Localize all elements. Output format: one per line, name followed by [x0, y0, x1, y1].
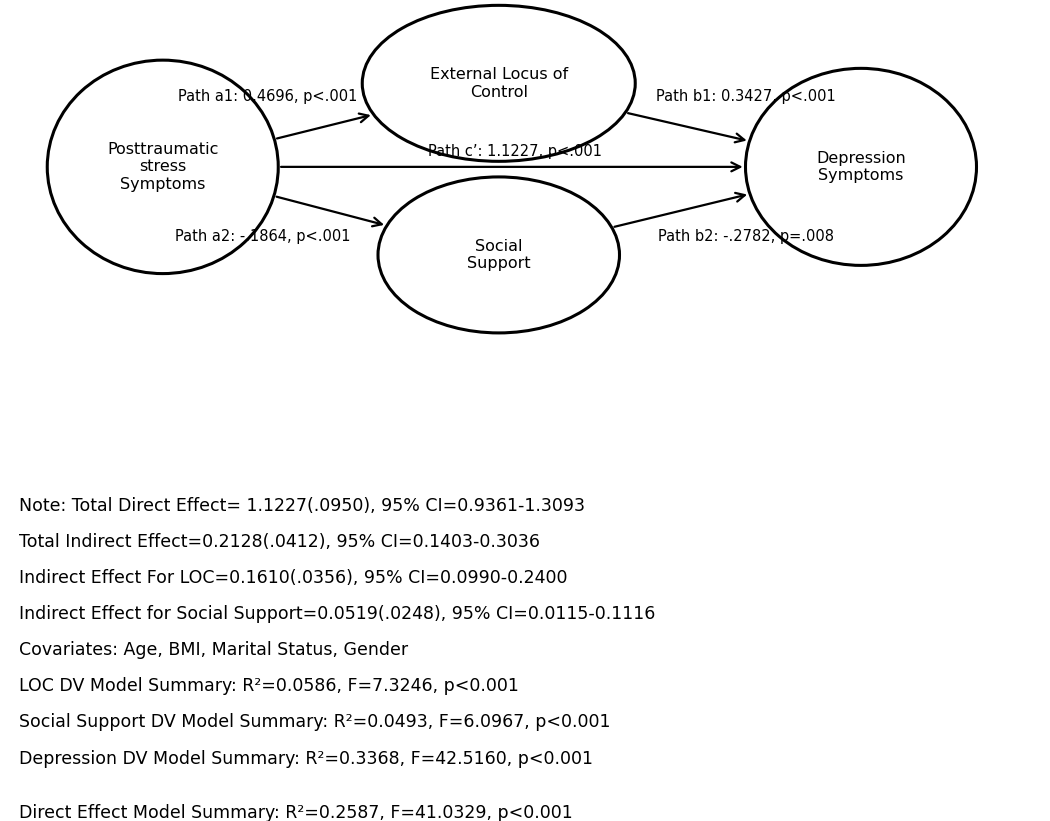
- Text: Path a1: 0.4696, p<.001: Path a1: 0.4696, p<.001: [178, 89, 357, 104]
- Text: Depression DV Model Summary: R²=0.3368, F=42.5160, p<0.001: Depression DV Model Summary: R²=0.3368, …: [19, 750, 593, 768]
- Text: External Locus of
Control: External Locus of Control: [429, 67, 568, 99]
- Text: Posttraumatic
stress
Symptoms: Posttraumatic stress Symptoms: [107, 142, 218, 192]
- Text: Total Indirect Effect=0.2128(.0412), 95% CI=0.1403-0.3036: Total Indirect Effect=0.2128(.0412), 95%…: [19, 533, 540, 551]
- Text: Path c’: 1.1227, p<.001: Path c’: 1.1227, p<.001: [427, 144, 602, 158]
- Text: Direct Effect Model Summary: R²=0.2587, F=41.0329, p<0.001: Direct Effect Model Summary: R²=0.2587, …: [19, 804, 572, 821]
- Text: Path b2: -.2782, p=.008: Path b2: -.2782, p=.008: [657, 229, 834, 245]
- Text: Path b1: 0.3427, p<.001: Path b1: 0.3427, p<.001: [655, 89, 836, 104]
- Text: Depression
Symptoms: Depression Symptoms: [816, 151, 906, 183]
- Text: Note: Total Direct Effect= 1.1227(.0950), 95% CI=0.9361-1.3093: Note: Total Direct Effect= 1.1227(.0950)…: [19, 497, 585, 515]
- Text: LOC DV Model Summary: R²=0.0586, F=7.3246, p<0.001: LOC DV Model Summary: R²=0.0586, F=7.324…: [19, 677, 519, 695]
- Text: Social Support DV Model Summary: R²=0.0493, F=6.0967, p<0.001: Social Support DV Model Summary: R²=0.04…: [19, 713, 610, 732]
- Text: Covariates: Age, BMI, Marital Status, Gender: Covariates: Age, BMI, Marital Status, Ge…: [19, 641, 408, 659]
- Text: Indirect Effect for Social Support=0.0519(.0248), 95% CI=0.0115-0.1116: Indirect Effect for Social Support=0.051…: [19, 605, 655, 623]
- Text: Indirect Effect For LOC=0.1610(.0356), 95% CI=0.0990-0.2400: Indirect Effect For LOC=0.1610(.0356), 9…: [19, 569, 567, 587]
- Text: Social
Support: Social Support: [467, 239, 530, 271]
- Text: Path a2: -.1864, p<.001: Path a2: -.1864, p<.001: [174, 229, 351, 245]
